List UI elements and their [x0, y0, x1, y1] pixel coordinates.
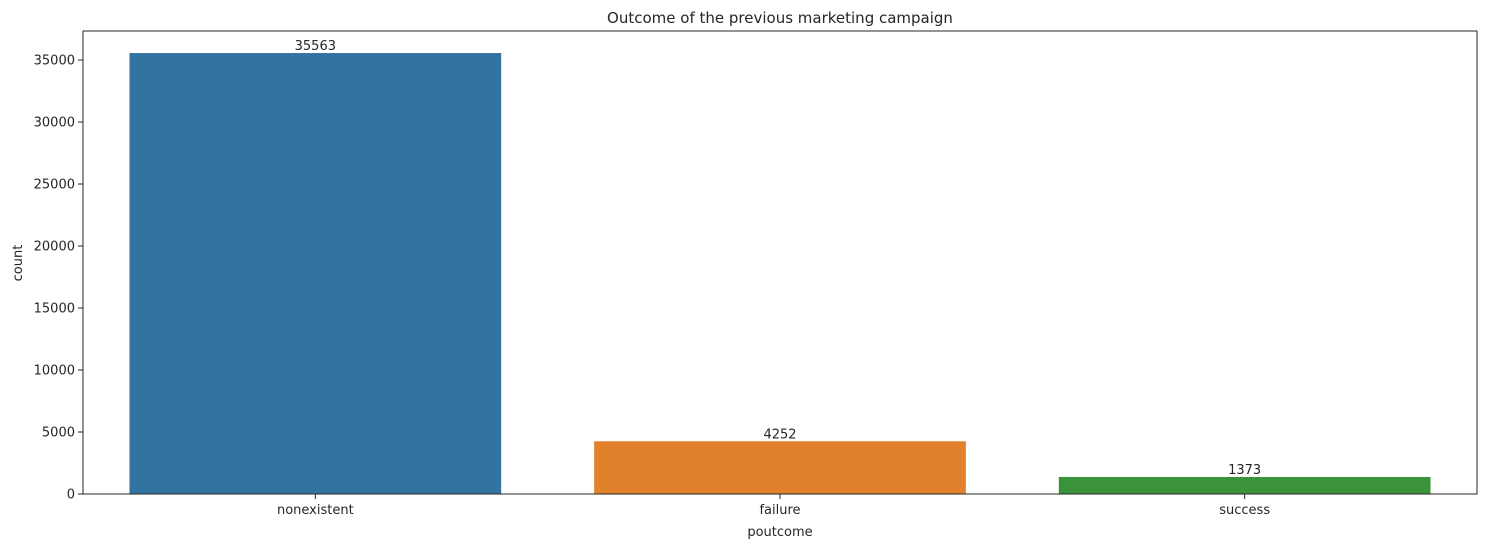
x-tick-label: nonexistent [277, 503, 354, 518]
y-axis-label: count [11, 245, 26, 282]
bars-group: 35563 4252 1373 [129, 39, 1431, 495]
bar-nonexistent [129, 53, 502, 495]
y-tick-label: 35000 [34, 54, 75, 69]
bar-value-label: 4252 [763, 427, 796, 442]
y-tick-label: 25000 [34, 178, 75, 193]
y-tick-label: 10000 [34, 364, 75, 379]
bar-success [1058, 476, 1431, 494]
y-axis: 0 5000 10000 15000 20000 25000 30000 35000 [34, 54, 83, 503]
x-axis: nonexistent failure success [277, 494, 1270, 518]
y-tick-label: 30000 [34, 116, 75, 131]
plot-frame [82, 30, 1478, 495]
x-tick-label: failure [759, 503, 800, 518]
bar-failure [594, 441, 966, 494]
x-axis-label: poutcome [747, 525, 812, 540]
bar-value-label: 35563 [295, 39, 336, 54]
y-tick-label: 15000 [34, 302, 75, 317]
bar-value-label: 1373 [1228, 463, 1261, 478]
chart-title: Outcome of the previous marketing campai… [607, 9, 953, 27]
y-tick-label: 5000 [42, 426, 75, 441]
y-tick-label: 0 [67, 488, 75, 503]
y-tick-label: 20000 [34, 240, 75, 255]
x-tick-label: success [1219, 503, 1270, 518]
